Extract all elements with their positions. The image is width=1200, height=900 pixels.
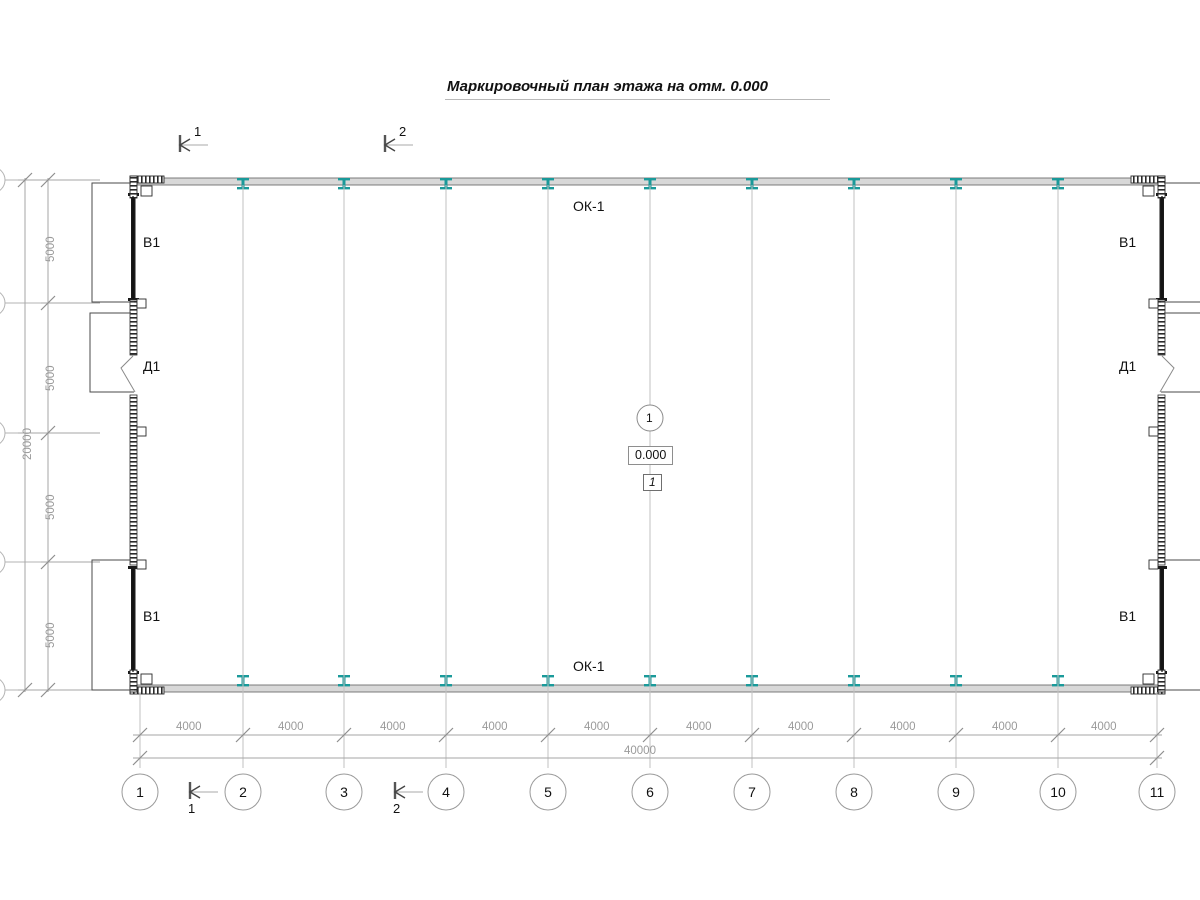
hdim-seg-10: 4000	[1091, 721, 1117, 733]
vdim-seg-3: 5000	[45, 494, 57, 520]
door-swing-lines	[120, 355, 1175, 393]
hdim-seg-6: 4000	[686, 721, 712, 733]
axis-bubble-6[interactable]: 6	[646, 784, 654, 800]
hdim-seg-3: 4000	[380, 721, 406, 733]
axis-bubble-1[interactable]: 1	[136, 784, 144, 800]
axis-bubble-11[interactable]: 11	[1149, 784, 1165, 800]
section-marker-top-1: 1	[194, 124, 202, 139]
axis-bubble-7[interactable]: 7	[748, 784, 756, 800]
left-exterior-wall	[128, 193, 147, 674]
axis-bubble-10[interactable]: 10	[1050, 784, 1066, 800]
center-node-bubble	[636, 404, 664, 432]
vdim-seg-1: 5000	[45, 236, 57, 262]
axis-bubble-2[interactable]: 2	[239, 784, 247, 800]
room-label-right-top: В1	[1119, 234, 1137, 250]
vertical-dimension-ticks	[17, 172, 56, 698]
vdim-overall: 20000	[22, 428, 34, 460]
elevation-marker: 0.000	[628, 446, 674, 465]
center-node-number: 1	[646, 411, 653, 425]
room-label-left-door: Д1	[143, 358, 161, 374]
axis-bubble-5[interactable]: 5	[544, 784, 552, 800]
vdim-seg-4: 5000	[45, 622, 57, 648]
window-label-bottom: ОК-1	[573, 658, 605, 674]
vdim-seg-2: 5000	[45, 365, 57, 391]
hdim-overall: 40000	[624, 745, 656, 757]
hdim-seg-2: 4000	[278, 721, 304, 733]
horizontal-dimension-lines	[133, 734, 1162, 759]
opening-outline-boxes	[89, 182, 1200, 691]
hdim-seg-8: 4000	[890, 721, 916, 733]
section-markers-bottom	[188, 782, 423, 799]
room-label-left-top: В1	[143, 234, 161, 250]
room-label-right-door: Д1	[1119, 358, 1137, 374]
detail-mark-square: 1	[643, 474, 662, 491]
hdim-seg-1: 4000	[176, 721, 202, 733]
window-label-top: ОК-1	[573, 198, 605, 214]
hdim-seg-9: 4000	[992, 721, 1018, 733]
axis-bubble-8[interactable]: 8	[850, 784, 858, 800]
vertical-dimension-lines	[18, 178, 100, 692]
axis-bubble-9[interactable]: 9	[952, 784, 960, 800]
hdim-seg-4: 4000	[482, 721, 508, 733]
corner-elements	[129, 175, 1166, 695]
axis-bubbles-bottom	[121, 773, 1176, 811]
hdim-seg-7: 4000	[788, 721, 814, 733]
section-marker-top-2: 2	[399, 124, 407, 139]
room-label-right-bottom: В1	[1119, 608, 1137, 624]
section-marker-bottom-2: 2	[393, 801, 401, 816]
axis-bubble-4[interactable]: 4	[442, 784, 450, 800]
room-label-left-bottom: В1	[143, 608, 161, 624]
horizontal-dimension-ticks	[132, 727, 1165, 766]
section-markers-top	[178, 135, 413, 152]
label-leader-lines	[132, 196, 1163, 672]
drawing-title: Маркировочный план этажа на отм. 0.000	[447, 78, 768, 95]
right-exterior-wall	[1148, 193, 1167, 674]
section-marker-bottom-1: 1	[188, 801, 196, 816]
title-underline	[445, 99, 830, 100]
axis-bubble-3[interactable]: 3	[340, 784, 348, 800]
hdim-seg-5: 4000	[584, 721, 610, 733]
